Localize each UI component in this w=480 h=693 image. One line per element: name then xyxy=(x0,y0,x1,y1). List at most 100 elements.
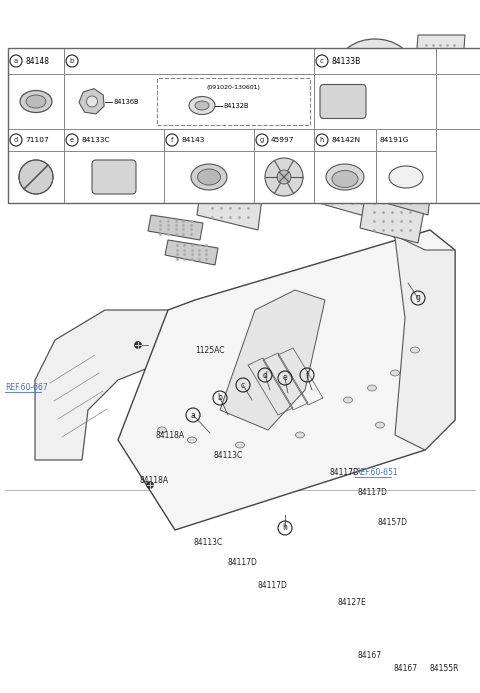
Text: e: e xyxy=(283,374,288,383)
Polygon shape xyxy=(360,190,425,243)
Ellipse shape xyxy=(296,432,304,438)
Text: REF.60-667: REF.60-667 xyxy=(5,383,48,392)
Text: a: a xyxy=(14,58,18,64)
Text: d: d xyxy=(14,137,18,143)
Circle shape xyxy=(134,342,142,349)
Bar xyxy=(164,129,254,151)
Text: a: a xyxy=(191,410,195,419)
Text: 71107: 71107 xyxy=(25,137,49,143)
Ellipse shape xyxy=(389,166,423,188)
Text: 84136B: 84136B xyxy=(113,98,139,105)
Bar xyxy=(314,74,436,129)
Text: 45997: 45997 xyxy=(271,137,295,143)
Text: 84157D: 84157D xyxy=(378,518,408,527)
Ellipse shape xyxy=(189,96,215,114)
Polygon shape xyxy=(240,98,308,153)
Ellipse shape xyxy=(361,55,389,75)
Polygon shape xyxy=(148,215,203,240)
Text: 84142N: 84142N xyxy=(331,137,360,143)
Text: g: g xyxy=(416,294,420,303)
Polygon shape xyxy=(333,120,403,175)
Polygon shape xyxy=(165,240,218,265)
Ellipse shape xyxy=(86,96,97,107)
Polygon shape xyxy=(390,233,455,450)
Bar xyxy=(64,48,314,74)
Ellipse shape xyxy=(191,164,227,190)
Text: g: g xyxy=(260,137,264,143)
FancyBboxPatch shape xyxy=(92,160,136,194)
Text: 84113C: 84113C xyxy=(193,538,222,547)
Bar xyxy=(314,129,376,151)
Polygon shape xyxy=(185,135,255,188)
Text: 84113C: 84113C xyxy=(213,451,242,460)
Bar xyxy=(314,48,436,74)
Bar xyxy=(64,129,164,151)
Bar xyxy=(436,48,480,74)
Polygon shape xyxy=(308,161,376,217)
FancyBboxPatch shape xyxy=(320,85,366,119)
Bar xyxy=(8,129,64,151)
Text: 84133B: 84133B xyxy=(332,57,361,66)
Circle shape xyxy=(277,170,291,184)
Ellipse shape xyxy=(391,370,399,376)
Bar xyxy=(436,74,480,129)
Bar xyxy=(8,48,480,203)
Text: f: f xyxy=(306,371,308,380)
Bar xyxy=(157,78,310,125)
Ellipse shape xyxy=(197,169,220,185)
Text: REF.60-651: REF.60-651 xyxy=(355,468,397,477)
Text: h: h xyxy=(320,137,324,143)
Text: 84148: 84148 xyxy=(25,57,49,66)
Polygon shape xyxy=(220,290,325,430)
Text: 84127E: 84127E xyxy=(338,598,367,607)
Bar xyxy=(8,48,64,74)
Bar xyxy=(64,151,164,203)
Ellipse shape xyxy=(26,95,46,108)
Polygon shape xyxy=(415,35,465,75)
Ellipse shape xyxy=(332,170,358,188)
Text: 84117D: 84117D xyxy=(258,581,288,590)
Polygon shape xyxy=(368,163,432,215)
Ellipse shape xyxy=(375,422,384,428)
Text: (091020-130601): (091020-130601) xyxy=(206,85,261,91)
Bar xyxy=(314,151,376,203)
Text: b: b xyxy=(70,58,74,64)
Text: 84191G: 84191G xyxy=(380,137,409,143)
Text: 84155R: 84155R xyxy=(430,664,459,673)
Text: 84167: 84167 xyxy=(393,664,417,673)
Circle shape xyxy=(146,482,154,489)
Ellipse shape xyxy=(236,442,244,448)
Text: 84132B: 84132B xyxy=(223,103,249,109)
Ellipse shape xyxy=(339,39,411,91)
Bar xyxy=(8,151,64,203)
Text: 84118A: 84118A xyxy=(155,431,184,440)
Text: 84143: 84143 xyxy=(181,137,204,143)
Polygon shape xyxy=(79,89,104,114)
Bar xyxy=(164,151,254,203)
Text: 84133C: 84133C xyxy=(81,137,109,143)
Ellipse shape xyxy=(410,347,420,353)
Text: b: b xyxy=(217,394,222,403)
Text: 84117D: 84117D xyxy=(358,488,388,497)
Text: c: c xyxy=(241,380,245,389)
Text: d: d xyxy=(263,371,267,380)
Ellipse shape xyxy=(20,91,52,112)
Text: 84118A: 84118A xyxy=(140,476,169,485)
Ellipse shape xyxy=(344,397,352,403)
Ellipse shape xyxy=(188,437,196,443)
Ellipse shape xyxy=(368,385,376,391)
Bar xyxy=(254,129,314,151)
Circle shape xyxy=(19,160,53,194)
Polygon shape xyxy=(35,310,168,460)
Polygon shape xyxy=(118,230,455,530)
Ellipse shape xyxy=(195,101,209,110)
Text: f: f xyxy=(171,137,173,143)
Text: 1125AC: 1125AC xyxy=(195,346,225,355)
Bar xyxy=(254,151,314,203)
Bar xyxy=(64,74,314,129)
Text: 13395A: 13395A xyxy=(148,194,178,203)
Text: 84117D: 84117D xyxy=(228,558,258,567)
Bar xyxy=(376,151,436,203)
Text: 84167: 84167 xyxy=(358,651,382,660)
Text: c: c xyxy=(320,58,324,64)
